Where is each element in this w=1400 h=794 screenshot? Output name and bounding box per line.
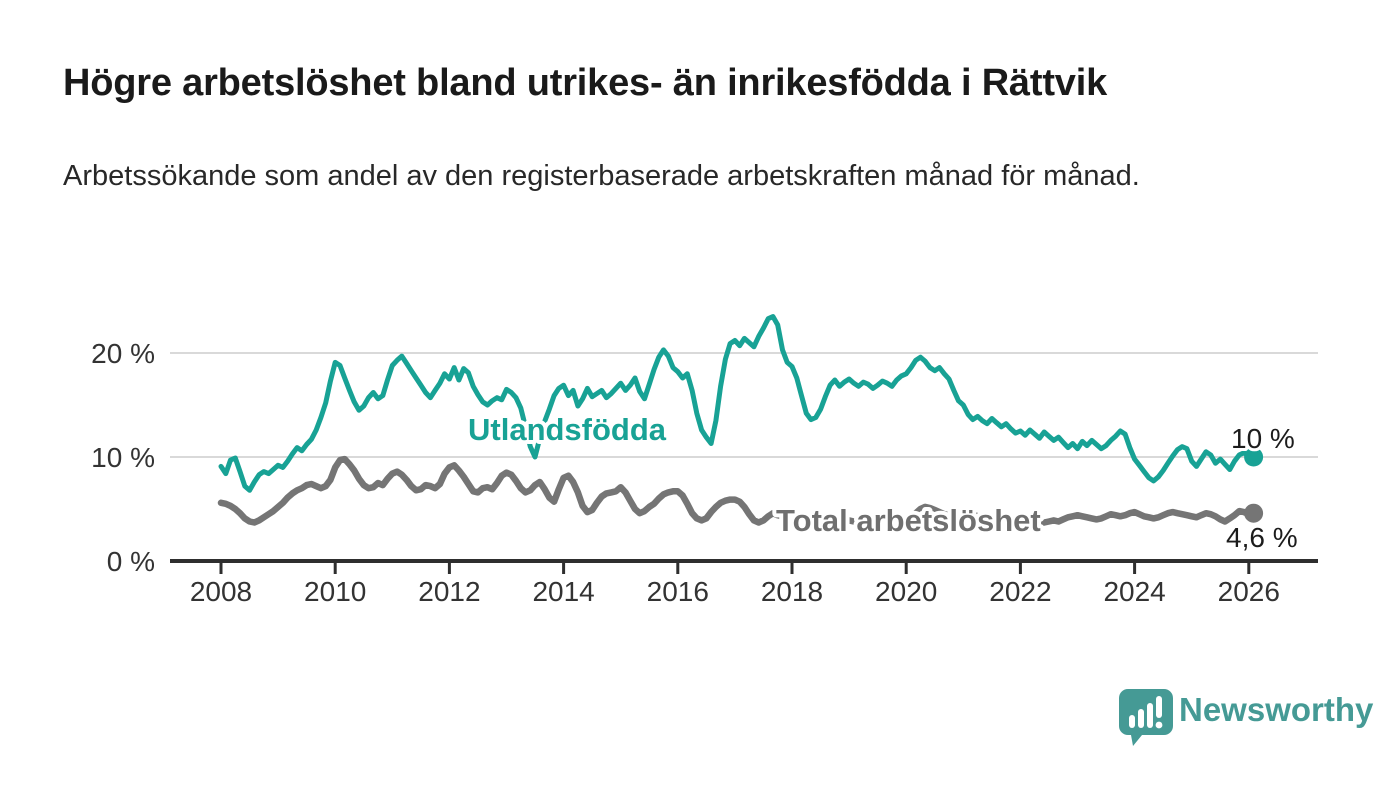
series-label-total: Total arbetslöshet <box>776 503 1041 538</box>
x-axis-ticks: 2008 2010 2012 2014 2016 2018 2020 2022 2024 2026 <box>190 561 1280 607</box>
series-label-utlandsfodda: Utlandsfödda <box>468 412 667 447</box>
newsworthy-bubble-icon <box>1119 689 1173 746</box>
x-tick-label-2016: 2016 <box>647 576 709 607</box>
x-tick-label-2022: 2022 <box>989 576 1051 607</box>
exclamation-dot <box>1155 721 1163 729</box>
y-axis-ticks: 0 % 10 % 20 % <box>91 338 155 577</box>
series-end-dot-total-arbetsloshet <box>1244 503 1264 523</box>
series-line-total-arbetsloshet <box>217 455 1257 531</box>
x-tick-label-2014: 2014 <box>532 576 594 607</box>
bar-medium <box>1138 709 1144 728</box>
chart-subtitle: Arbetssökande som andel av den registerb… <box>63 160 1140 192</box>
page-title: Högre arbetslöshet bland utrikes- än inr… <box>63 62 1107 104</box>
x-tick-label-2024: 2024 <box>1103 576 1165 607</box>
end-value-label-utlandsfodda: 10 % <box>1231 423 1295 454</box>
x-tick-label-2010: 2010 <box>304 576 366 607</box>
brand-name: Newsworthy <box>1179 691 1374 728</box>
y-tick-label-10: 10 % <box>91 442 155 473</box>
gridlines <box>170 352 1318 458</box>
y-tick-label-20: 20 % <box>91 338 155 369</box>
x-tick-label-2012: 2012 <box>418 576 480 607</box>
data-series <box>217 314 1264 531</box>
series-end-dot-utlandsfodda <box>1244 447 1264 467</box>
end-value-label-total: 4,6 % <box>1226 522 1298 553</box>
series-line-utlandsfodda <box>218 314 1257 493</box>
bar-small <box>1129 715 1135 728</box>
y-tick-label-0: 0 % <box>107 546 155 577</box>
exclamation-bar <box>1156 696 1162 718</box>
x-tick-label-2008: 2008 <box>190 576 252 607</box>
x-tick-label-2026: 2026 <box>1218 576 1280 607</box>
x-tick-label-2020: 2020 <box>875 576 937 607</box>
x-tick-label-2018: 2018 <box>761 576 823 607</box>
bar-large <box>1147 703 1153 728</box>
speech-bubble-shape <box>1119 689 1173 746</box>
newsworthy-logo: Newsworthy <box>1117 687 1373 747</box>
